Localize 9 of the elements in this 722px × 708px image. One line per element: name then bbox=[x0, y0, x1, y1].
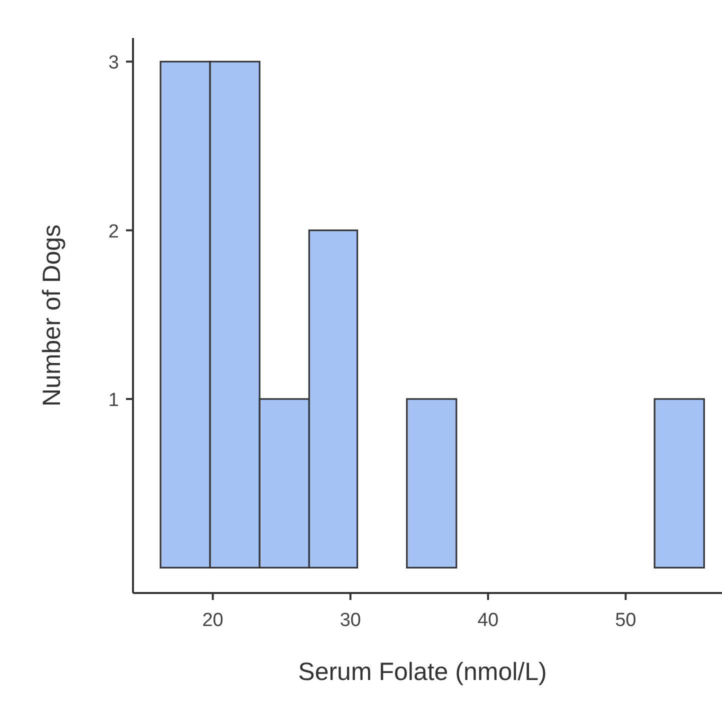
y-tick-label: 1 bbox=[108, 390, 119, 412]
x-tick-label: 50 bbox=[615, 610, 636, 631]
y-tick-label: 2 bbox=[108, 221, 119, 242]
y-axis-title: Number of Dogs bbox=[38, 224, 66, 407]
x-tick-label: 20 bbox=[202, 610, 224, 631]
x-tick-label: 40 bbox=[477, 610, 499, 631]
x-axis-title: Serum Folate (nmol/L) bbox=[298, 658, 547, 686]
y-tick-label: 3 bbox=[108, 52, 119, 74]
x-tick-label: 30 bbox=[340, 610, 362, 631]
